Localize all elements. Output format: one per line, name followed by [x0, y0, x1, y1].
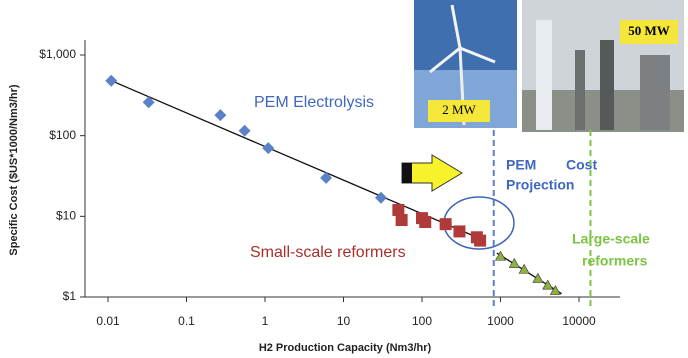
x-tick-label: 0.01 — [96, 314, 120, 328]
photo-plant — [522, 0, 684, 132]
point — [238, 124, 251, 137]
point — [518, 263, 530, 274]
trendline — [107, 78, 478, 238]
point — [105, 74, 118, 87]
point — [453, 225, 466, 238]
point — [214, 109, 227, 122]
point — [320, 171, 333, 184]
y-tick-label: $10 — [56, 209, 76, 223]
point — [494, 250, 507, 261]
point — [374, 191, 387, 204]
x-tick-label: 10 — [337, 314, 351, 328]
point — [142, 96, 155, 109]
photo-label: 50 MW — [628, 23, 670, 38]
x-tick-label: 1 — [262, 314, 269, 328]
photo-wind-turbine — [414, 0, 517, 128]
x-tick-label: 0.1 — [178, 314, 195, 328]
point — [395, 214, 408, 227]
annotation: Projection — [506, 177, 574, 193]
x-tick-label: 1000 — [487, 314, 514, 328]
annotation: PEM — [506, 157, 536, 173]
point — [262, 142, 275, 155]
point — [474, 234, 487, 247]
point — [419, 216, 432, 229]
point — [542, 279, 554, 290]
point — [508, 257, 520, 268]
point — [439, 218, 452, 231]
annotation: Cost — [566, 157, 597, 173]
y-tick-label: $1,000 — [39, 47, 76, 61]
y-tick-label: $1 — [63, 289, 77, 303]
annotation: reformers — [582, 253, 648, 269]
annotation: PEM Electrolysis — [254, 94, 374, 111]
x-tick-label: 10000 — [562, 314, 596, 328]
arrow-tail — [402, 163, 412, 183]
photo-label: 2 MW — [442, 102, 476, 117]
y-axis-title: Specific Cost ($US*1000/Nm3/hr) — [8, 84, 20, 256]
point — [392, 203, 405, 216]
annotation: Large-scale — [572, 231, 650, 247]
annotation: Small-scale reformers — [250, 244, 406, 261]
y-tick-label: $100 — [49, 128, 76, 142]
point — [549, 284, 561, 295]
x-axis-title: H2 Production Capacity (Nm3/hr) — [259, 342, 432, 354]
point — [532, 272, 544, 283]
x-tick-label: 100 — [412, 314, 432, 328]
